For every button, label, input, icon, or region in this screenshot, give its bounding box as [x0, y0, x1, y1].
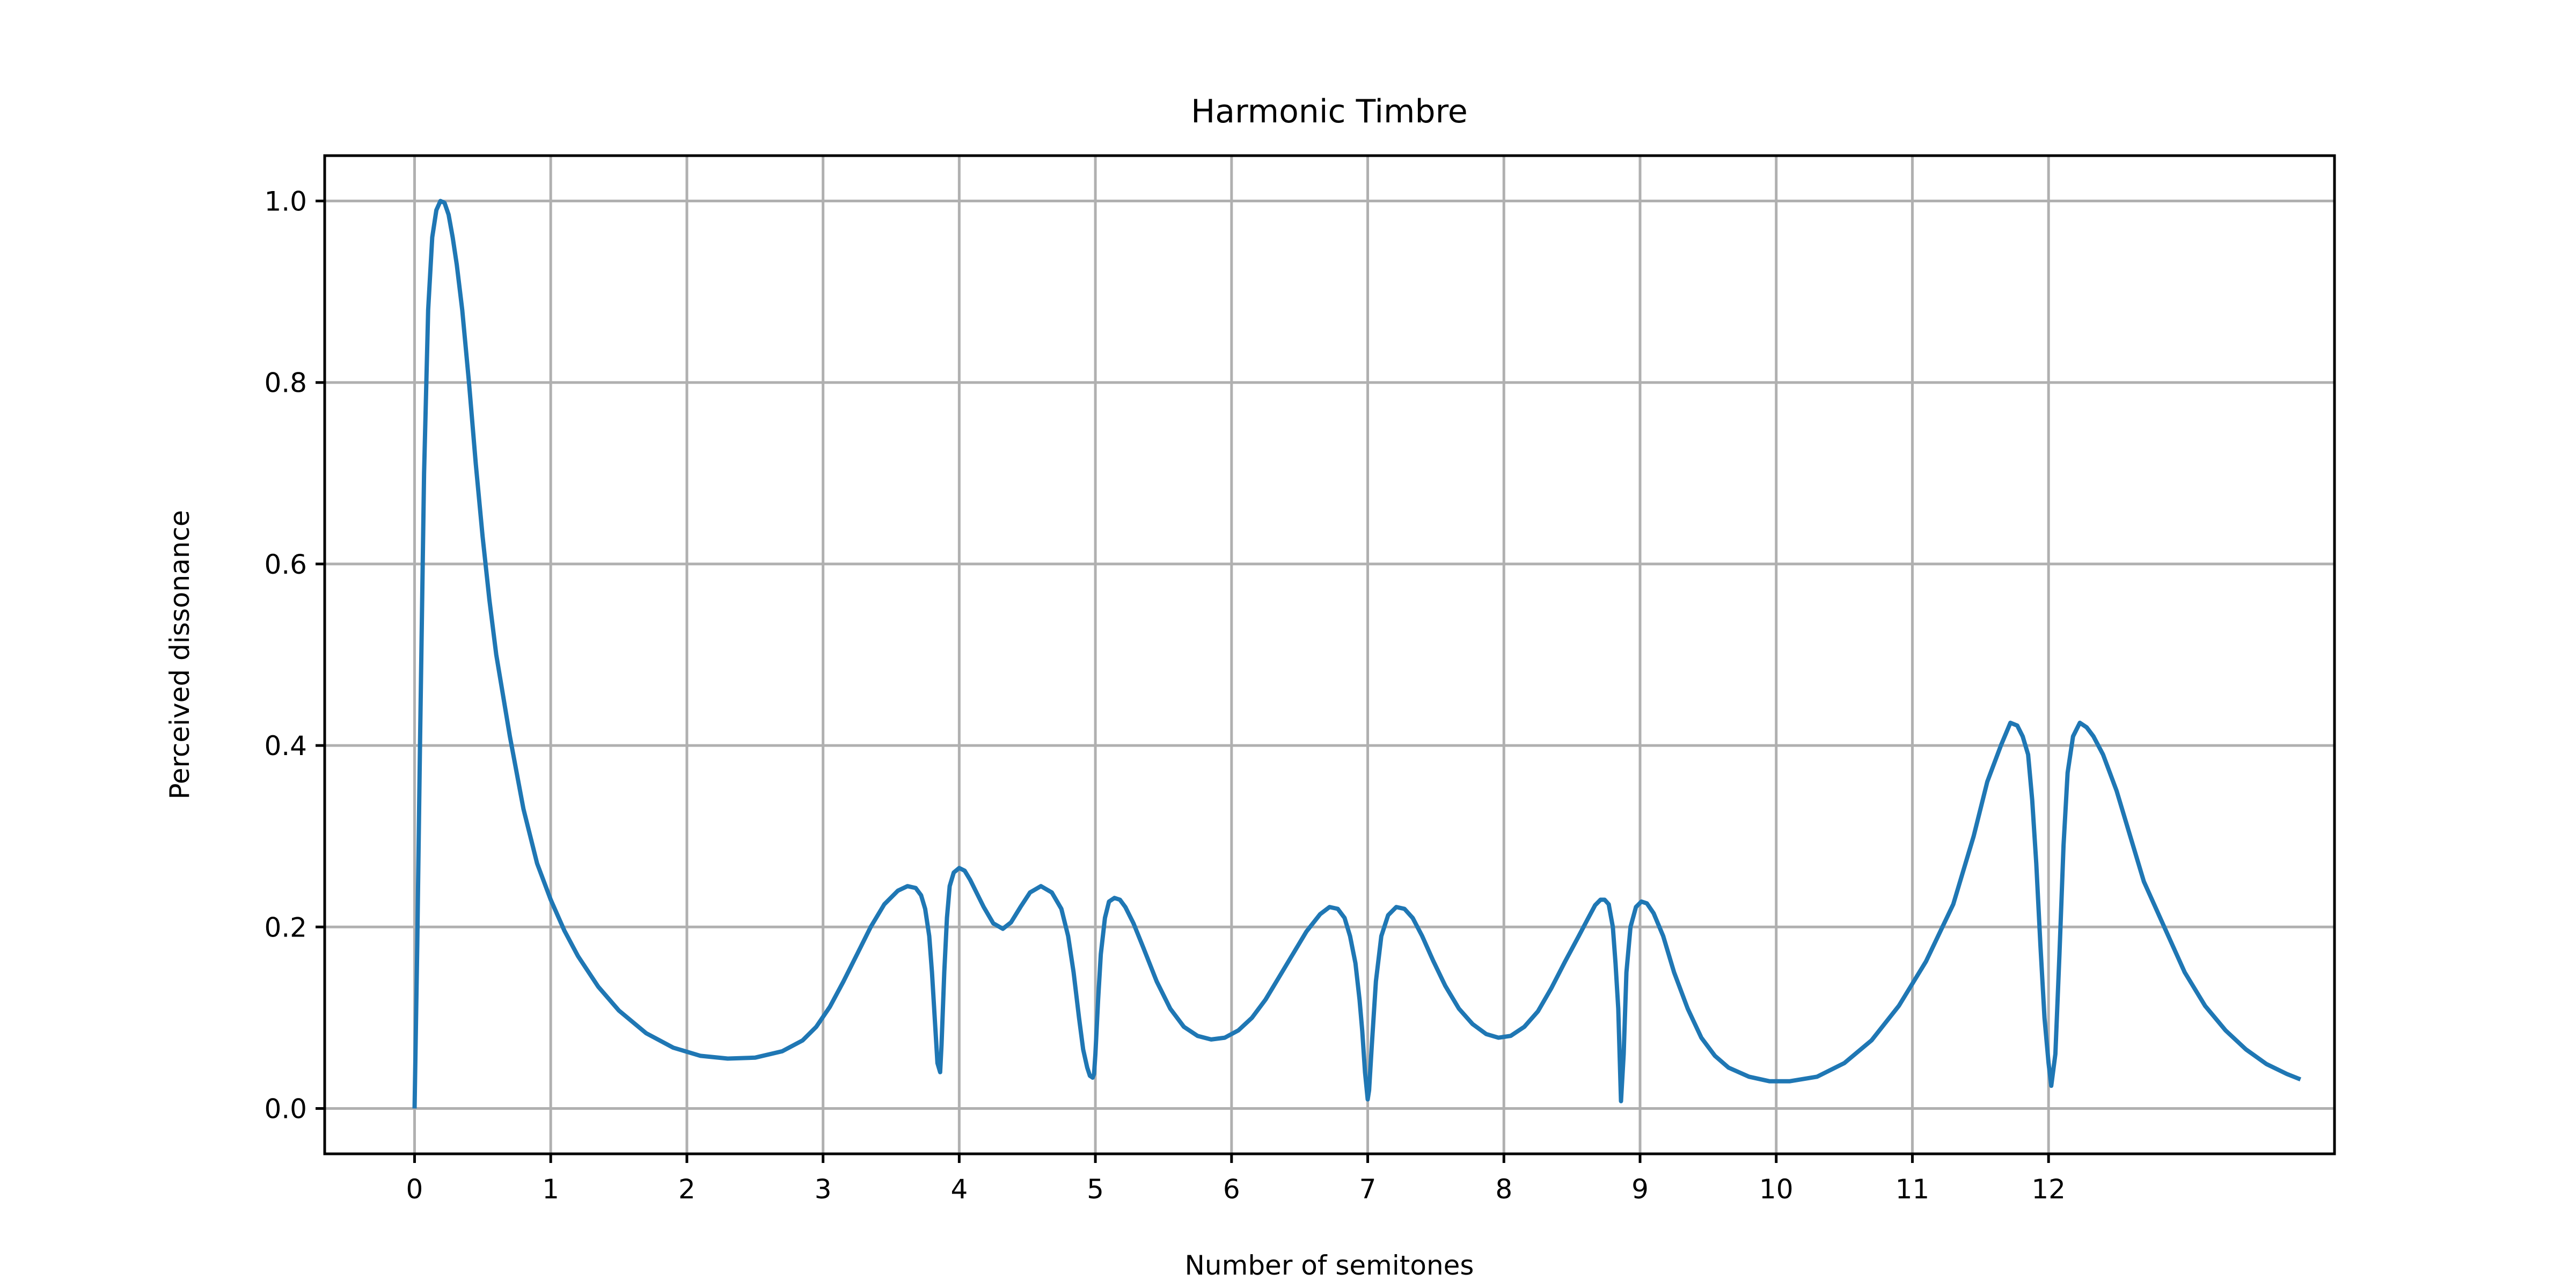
y-grid — [325, 200, 2334, 1110]
x-tick-label: 3 — [815, 1174, 832, 1205]
x-tick-label: 2 — [678, 1174, 696, 1205]
x-tick-label: 9 — [1631, 1174, 1649, 1205]
x-axis-label: Number of semitones — [1185, 1250, 1474, 1281]
x-axis-ticks: 0 1 2 3 4 5 6 7 8 9 10 11 12 — [406, 1154, 2066, 1205]
y-tick-label: 1.0 — [264, 186, 307, 217]
x-tick-label: 8 — [1495, 1174, 1512, 1205]
x-tick-label: 6 — [1223, 1174, 1240, 1205]
x-tick-label: 0 — [406, 1174, 423, 1205]
y-axis-ticks: 0.0 0.2 0.4 0.6 0.8 1.0 — [264, 186, 325, 1124]
y-axis-label: Perceived dissonance — [164, 510, 195, 799]
x-grid — [413, 156, 2050, 1154]
x-tick-label: 5 — [1087, 1174, 1104, 1205]
plot-series — [412, 199, 2302, 1109]
x-tick-label: 11 — [1896, 1174, 1930, 1205]
x-tick-label: 10 — [1759, 1174, 1794, 1205]
plot-frame — [323, 154, 2336, 1155]
y-tick-label: 0.4 — [264, 730, 307, 762]
x-tick-label: 7 — [1359, 1174, 1377, 1205]
y-tick-label: 0.8 — [264, 368, 307, 399]
y-tick-label: 0.6 — [264, 549, 307, 580]
x-tick-label: 12 — [2031, 1174, 2066, 1205]
y-tick-label: 0.0 — [264, 1093, 307, 1124]
dissonance-curve — [412, 199, 2302, 1109]
x-tick-label: 1 — [542, 1174, 559, 1205]
x-tick-label: 4 — [950, 1174, 968, 1205]
y-tick-label: 0.2 — [264, 912, 307, 943]
chart-title: Harmonic Timbre — [1191, 93, 1468, 130]
